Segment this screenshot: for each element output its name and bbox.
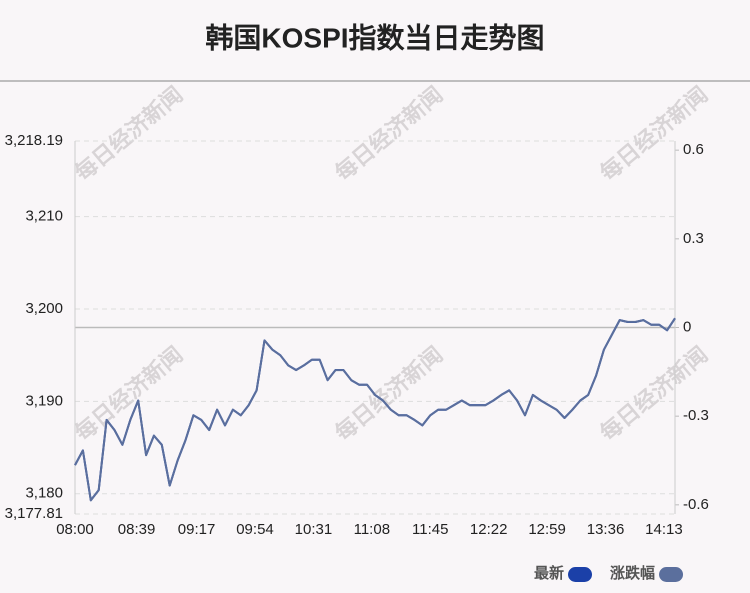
x-tick-label: 13:36 bbox=[587, 521, 625, 538]
y2-tick-label: -0.3 bbox=[683, 407, 709, 424]
y-tick-label: 3,218.19 bbox=[5, 132, 63, 149]
y2-tick-label: 0.3 bbox=[683, 230, 704, 247]
y-tick-label: 3,210 bbox=[25, 208, 63, 225]
x-tick-label: 11:08 bbox=[354, 521, 390, 538]
y-tick-label: 3,177.81 bbox=[5, 505, 63, 522]
y-tick-label: 3,190 bbox=[25, 392, 63, 409]
y-tick-label: 3,200 bbox=[25, 300, 63, 317]
x-tick-label: 09:54 bbox=[236, 521, 274, 538]
x-tick-label: 12:59 bbox=[528, 521, 566, 538]
x-tick-label: 12:22 bbox=[470, 521, 508, 538]
legend-swatch bbox=[659, 567, 684, 582]
x-tick-label: 09:17 bbox=[178, 521, 216, 538]
legend-label: 最新 bbox=[534, 564, 564, 582]
x-tick-label: 10:31 bbox=[295, 521, 333, 538]
x-tick-label: 14:13 bbox=[645, 521, 683, 538]
legend-label: 涨跌幅 bbox=[610, 564, 655, 582]
legend-swatch bbox=[568, 567, 593, 582]
x-tick-label: 11:45 bbox=[412, 521, 448, 538]
y-tick-label: 3,180 bbox=[25, 485, 63, 502]
y2-tick-label: 0.6 bbox=[683, 141, 704, 158]
line-series bbox=[74, 317, 676, 502]
y2-tick-label: -0.6 bbox=[683, 496, 709, 513]
chart-title: 韩国KOSPI指数当日走势图 bbox=[205, 22, 544, 53]
x-tick-label: 08:39 bbox=[118, 521, 156, 538]
x-tick-label: 08:00 bbox=[56, 521, 94, 538]
y2-tick-label: 0 bbox=[683, 318, 691, 335]
